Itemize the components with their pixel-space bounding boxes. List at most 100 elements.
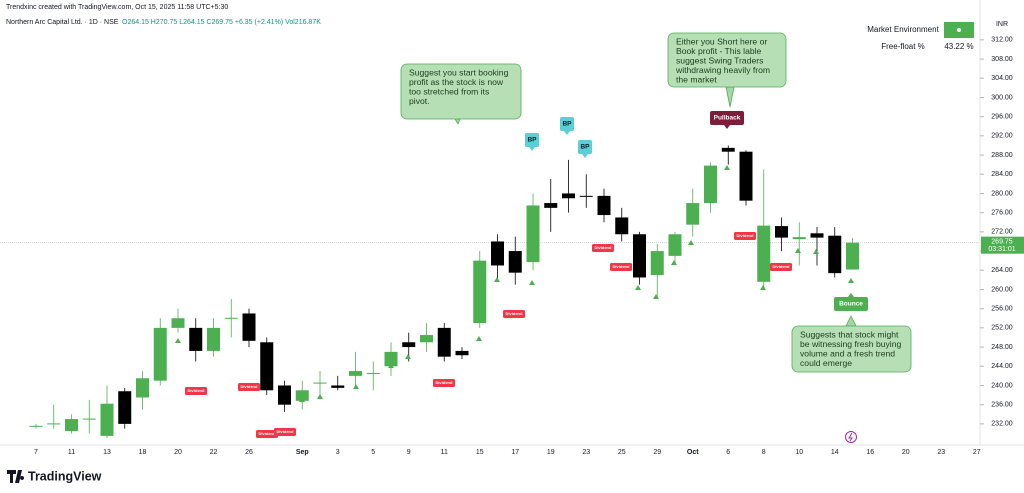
- tag-box: [560, 117, 574, 131]
- ohlc: O264.15 H270.75 L264.15 C269.75 +6.35 (+…: [122, 19, 321, 26]
- x-tick-label: 17: [511, 449, 519, 456]
- signal-marker: [724, 165, 730, 170]
- logo: TradingView: [7, 469, 102, 483]
- signal-marker: [476, 336, 482, 341]
- callout-text: withdrawing heavily from: [675, 65, 770, 75]
- signal-marker: [353, 384, 359, 389]
- event-icon: [845, 431, 857, 443]
- signal-marker: [635, 285, 641, 290]
- callout-text: be witnessing fresh buying: [800, 339, 901, 349]
- candle-body: [65, 419, 78, 432]
- candle-body: [491, 241, 504, 266]
- candle-body: [295, 390, 309, 401]
- dividend-tag: [770, 263, 792, 271]
- free-float-label: Free-float %: [881, 42, 925, 51]
- tag-pointer: [564, 131, 570, 135]
- x-tick-label: 5: [371, 449, 375, 456]
- candle-body: [224, 317, 238, 319]
- market-env-label: Market Environment: [867, 25, 939, 34]
- callout-text: too stretched from its: [409, 86, 489, 96]
- y-tick-label: 244.00: [991, 363, 1013, 370]
- x-tick-label: 3: [336, 449, 340, 456]
- dividend-tag: [503, 310, 525, 318]
- status-dot: [957, 28, 961, 32]
- signal-marker: [671, 260, 677, 265]
- x-tick-label: 18: [139, 449, 147, 456]
- x-tick-label: 7: [34, 449, 38, 456]
- candle-body: [526, 205, 540, 263]
- y-tick-label: 304.00: [991, 75, 1013, 82]
- signal-marker: [211, 338, 217, 343]
- candle-body: [349, 371, 362, 376]
- x-tick-label: 27: [973, 449, 981, 456]
- dividend-label: Dividend: [595, 245, 612, 250]
- signal-marker: [688, 240, 694, 245]
- y-tick-label: 272.00: [991, 229, 1013, 236]
- candle-body: [792, 237, 806, 240]
- last-price-label: 269.75: [991, 239, 1013, 246]
- dividend-tag: [734, 232, 756, 240]
- candle-body: [100, 403, 114, 436]
- y-tick-label: 264.00: [991, 267, 1013, 274]
- currency: INR: [996, 21, 1008, 28]
- y-tick-label: 252.00: [991, 325, 1013, 332]
- x-tick-label: 23: [937, 449, 945, 456]
- callout-text: the market: [676, 74, 717, 84]
- candle-body: [704, 165, 717, 204]
- candle-body: [82, 418, 96, 420]
- x-tick-label: 6: [726, 449, 730, 456]
- candle-body: [668, 234, 682, 256]
- candle-body: [508, 251, 522, 273]
- tag-box: [710, 111, 744, 125]
- candle-body: [455, 350, 469, 356]
- candle-body: [597, 195, 611, 216]
- y-tick-label: 288.00: [991, 152, 1013, 159]
- candle-body: [473, 260, 487, 324]
- candle-body: [420, 335, 433, 343]
- candle-body: [29, 425, 43, 427]
- candle-body: [402, 342, 416, 348]
- callout-text: Either you Short here or: [676, 36, 767, 46]
- y-tick-label: 276.00: [991, 210, 1013, 217]
- dividend-label: Dividend: [737, 233, 754, 238]
- signal-marker: [494, 277, 500, 282]
- candle-body: [242, 313, 256, 341]
- candle-body: [366, 372, 380, 374]
- dividend-tag: [238, 383, 260, 391]
- candle-body: [313, 382, 327, 384]
- tag-pointer: [724, 125, 730, 129]
- candle-body: [171, 318, 185, 328]
- signal-marker: [299, 397, 305, 402]
- tag-label: BP: [562, 121, 572, 128]
- candle-body: [846, 242, 859, 270]
- x-tick-label: 13: [103, 449, 111, 456]
- dividend-tag: [433, 379, 455, 387]
- x-tick-label: 26: [245, 449, 253, 456]
- candle-body: [775, 226, 788, 238]
- x-tick-label: 23: [582, 449, 590, 456]
- y-tick-label: 312.00: [991, 37, 1013, 44]
- signal-marker: [813, 249, 819, 254]
- candle-body: [331, 385, 345, 388]
- y-tick-label: 232.00: [991, 421, 1013, 428]
- candle-body: [437, 327, 451, 357]
- dividend-label: Dividend: [436, 380, 453, 385]
- dividend-label: Dividend: [241, 384, 258, 389]
- x-tick-label: 25: [618, 449, 626, 456]
- candle-body: [810, 233, 824, 238]
- candle-body: [189, 327, 203, 351]
- x-tick-label: 9: [407, 449, 411, 456]
- countdown: 03:31:01: [988, 246, 1015, 253]
- x-tick-label: 10: [795, 449, 803, 456]
- y-tick-label: 308.00: [991, 56, 1013, 63]
- signal-marker: [795, 248, 801, 253]
- candle-body: [278, 385, 291, 405]
- candle-body: [562, 193, 575, 199]
- candle-body: [153, 327, 167, 381]
- tag-pointer: [848, 293, 854, 297]
- x-tick-label: 29: [653, 449, 661, 456]
- candle-body: [828, 235, 842, 274]
- candle-body: [260, 342, 274, 391]
- y-tick-label: 292.00: [991, 133, 1013, 140]
